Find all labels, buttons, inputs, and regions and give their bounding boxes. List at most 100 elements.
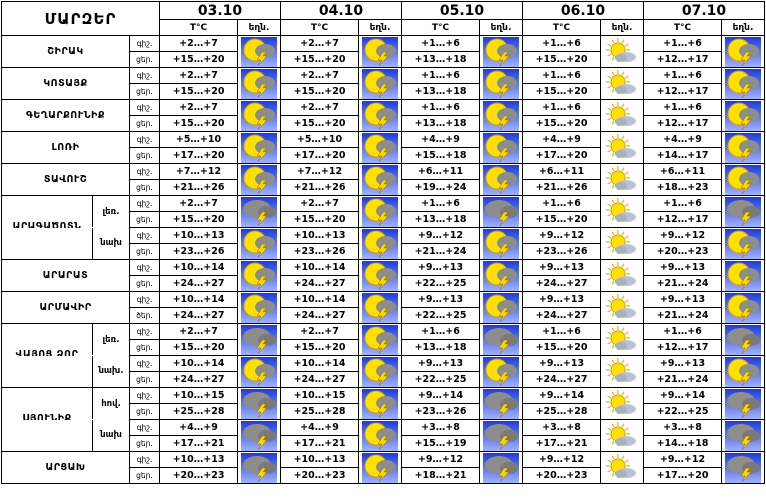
night-temperature: +10…+15 bbox=[281, 389, 358, 404]
sun-cloud-thunder-icon bbox=[723, 132, 764, 163]
cloud-thunder-icon bbox=[239, 420, 280, 451]
day-temperature: +23…+26 bbox=[535, 246, 588, 257]
weather-icon-cell bbox=[600, 227, 644, 260]
icon-column-header: եղն. bbox=[237, 19, 281, 36]
time-of-day-labels: գիշ. ցեր. bbox=[129, 131, 160, 164]
weather-icon-cell bbox=[358, 355, 402, 388]
day-temperature: +15…+20 bbox=[293, 118, 346, 129]
table-row: ԼՈՌԻ գիշ. ցեր. +5…+10 +17…+20 +5…+10 +17…+20 +4… bbox=[1, 131, 765, 164]
day-label: ցեր. bbox=[136, 119, 153, 128]
weather-icon-cell bbox=[600, 259, 644, 292]
icon-column-header: եղն. bbox=[479, 19, 523, 36]
day-temperature: +12…+17 bbox=[656, 118, 709, 129]
subregion-name: նախ bbox=[92, 419, 129, 451]
region-slot: ՎԱՅՈՑ ՁՈՐ bbox=[3, 325, 93, 355]
night-temperature: +9…+12 bbox=[644, 453, 721, 468]
temperature-cell: +9…+13 +22…+25 bbox=[401, 291, 480, 324]
weather-icon-cell bbox=[358, 323, 402, 356]
sun-cloud-icon bbox=[602, 36, 643, 67]
temperature-cell: +9…+12 +20…+23 bbox=[643, 227, 722, 260]
temperature-cell: +5…+10 +17…+20 bbox=[280, 131, 359, 164]
table-row: ԱՐՄԱՎԻՐ գիշ. ծեր. +10…+14 +24…+27 +10…+14 +24…… bbox=[1, 291, 765, 324]
day-temperature: +15…+18 bbox=[414, 150, 467, 161]
weather-icon-cell bbox=[600, 163, 644, 196]
sun-cloud-thunder-icon bbox=[723, 260, 764, 291]
weather-icon-cell bbox=[600, 99, 644, 132]
region-name: ԱՐՑԱԽ bbox=[1, 451, 130, 484]
day-temperature: +20…+23 bbox=[535, 470, 588, 481]
night-temperature: +1…+6 bbox=[523, 197, 600, 212]
night-temperature: +9…+13 bbox=[523, 357, 600, 372]
cloud-thunder-icon bbox=[723, 452, 764, 483]
day-label: ծեր. bbox=[136, 311, 153, 320]
temperature-cell: +10…+15 +25…+28 bbox=[280, 387, 359, 420]
subregion-name: նախ. bbox=[92, 355, 129, 387]
weather-icon-cell bbox=[600, 291, 644, 324]
table-row: ՇԻՐԱԿ գիշ. ցեր. +2…+7 +15…+20 +2…+7 +15…+20 +1…… bbox=[1, 35, 765, 68]
sun-cloud-thunder-icon bbox=[360, 132, 401, 163]
night-temperature: +9…+14 bbox=[402, 389, 479, 404]
night-temperature: +5…+10 bbox=[160, 133, 237, 148]
night-temperature: +10…+13 bbox=[160, 229, 237, 244]
cloud-thunder-icon bbox=[723, 420, 764, 451]
night-temperature: +2…+7 bbox=[160, 69, 237, 84]
temp-column-header: T°C bbox=[522, 19, 601, 36]
region-name: ՏԱՎՈՒՇ bbox=[1, 163, 130, 196]
day-temperature: +15…+20 bbox=[172, 342, 225, 353]
day-label: ցեր. bbox=[136, 407, 153, 416]
sun-cloud-icon bbox=[602, 132, 643, 163]
day-temperature: +25…+28 bbox=[172, 406, 225, 417]
region-name: ԿՈՏԱՅՔ bbox=[1, 67, 130, 100]
sun-cloud-thunder-icon bbox=[481, 292, 522, 323]
night-temperature: +9…+13 bbox=[523, 261, 600, 276]
day-temperature: +12…+17 bbox=[656, 54, 709, 65]
night-temperature: +1…+6 bbox=[644, 101, 721, 116]
day-label: ցեր. bbox=[136, 151, 153, 160]
night-temperature: +1…+6 bbox=[644, 69, 721, 84]
night-label: գիշ. bbox=[130, 261, 159, 276]
sun-cloud-icon bbox=[602, 228, 643, 259]
weather-icon-cell bbox=[358, 99, 402, 132]
day-temperature: +24…+27 bbox=[293, 374, 346, 385]
day-temperature: +13…+18 bbox=[414, 342, 467, 353]
day-temperature: +21…+26 bbox=[172, 182, 225, 193]
day-temperature: +15…+20 bbox=[293, 342, 346, 353]
night-temperature: +6…+11 bbox=[644, 165, 721, 180]
temperature-cell: +1…+6 +15…+20 bbox=[522, 323, 601, 356]
day-temperature: +17…+21 bbox=[293, 438, 346, 449]
region-cell: ՎԱՅՈՑ ՁՈՐ լեռ. bbox=[1, 323, 130, 356]
night-label: գիշ. bbox=[130, 293, 159, 308]
icon-column-header: եղն. bbox=[358, 19, 402, 36]
day-temperature: +15…+20 bbox=[535, 86, 588, 97]
night-temperature: +10…+14 bbox=[281, 357, 358, 372]
weather-icon-cell bbox=[479, 291, 523, 324]
temperature-cell: +1…+6 +15…+20 bbox=[522, 99, 601, 132]
day-temperature: +15…+20 bbox=[172, 86, 225, 97]
night-temperature: +9…+13 bbox=[644, 357, 721, 372]
region-slot bbox=[3, 420, 93, 451]
weather-icon-cell bbox=[600, 35, 644, 68]
cloud-thunder-icon bbox=[481, 388, 522, 419]
sun-cloud-icon bbox=[602, 164, 643, 195]
temperature-cell: +2…+7 +15…+20 bbox=[280, 35, 359, 68]
sun-cloud-thunder-icon bbox=[481, 100, 522, 131]
temperature-cell: +4…+9 +17…+20 bbox=[522, 131, 601, 164]
sun-cloud-thunder-icon bbox=[481, 36, 522, 67]
temperature-cell: +9…+13 +22…+25 bbox=[401, 355, 480, 388]
table-row: նախ. գիշ. ցեր. +10…+14 +24…+27 +10…+14 +24…+27… bbox=[1, 355, 765, 388]
weather-icon-cell bbox=[600, 419, 644, 452]
time-of-day-labels: գիշ. ցեր. bbox=[129, 355, 160, 388]
night-temperature: +1…+6 bbox=[523, 101, 600, 116]
night-temperature: +9…+14 bbox=[644, 389, 721, 404]
night-label: գիշ. bbox=[130, 69, 159, 84]
temp-column-header: T°C bbox=[643, 19, 722, 36]
temp-column-header: T°C bbox=[159, 19, 238, 36]
night-temperature: +4…+9 bbox=[644, 133, 721, 148]
night-temperature: +5…+10 bbox=[281, 133, 358, 148]
table-row: ԱՐԱՐԱՏ գիշ. ցեր. +10…+14 +24…+27 +10…+14 +24…+… bbox=[1, 259, 765, 292]
weather-icon-cell bbox=[358, 227, 402, 260]
weather-icon-cell bbox=[479, 35, 523, 68]
weather-icon-cell bbox=[479, 131, 523, 164]
weather-icon-cell bbox=[600, 195, 644, 228]
temperature-cell: +9…+13 +21…+24 bbox=[643, 291, 722, 324]
